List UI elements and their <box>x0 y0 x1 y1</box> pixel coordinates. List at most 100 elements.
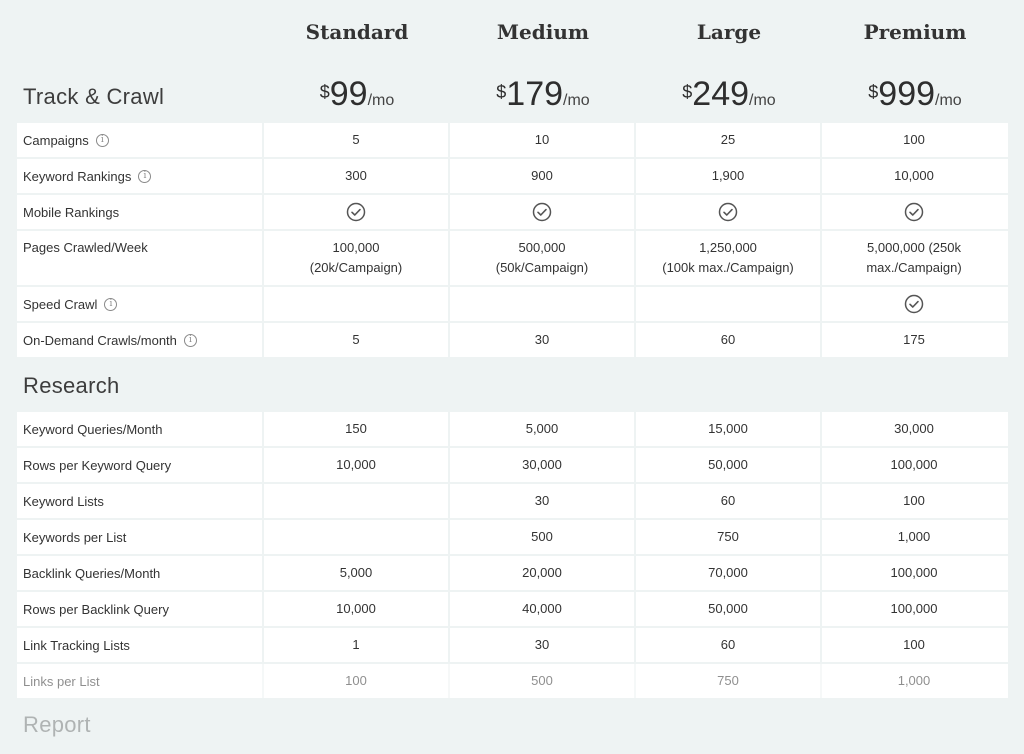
row-label: Links per List <box>17 664 264 698</box>
cell-line: (50k/Campaign) <box>495 260 589 275</box>
row-label-text: Pages Crawled/Week <box>23 240 148 255</box>
currency-symbol: $ <box>319 82 330 102</box>
row-label: Link Tracking Lists <box>17 628 264 662</box>
cell-value: 30 <box>450 323 636 357</box>
cell-line: (20k/Campaign) <box>309 260 403 275</box>
check-circle-icon <box>904 202 924 222</box>
cell-value: 60 <box>636 484 822 518</box>
plan-name: Medium <box>496 20 590 44</box>
cell-value <box>264 520 450 554</box>
row-label: Keyword Queries/Month <box>17 412 264 446</box>
table-row: Keywords per List 500 750 1,000 <box>17 520 1008 556</box>
row-label: Backlink Queries/Month <box>17 556 264 590</box>
table-row: On-Demand Crawls/month i 5 30 60 175 <box>17 323 1008 357</box>
row-label: Rows per Backlink Query <box>17 592 264 626</box>
info-icon[interactable]: i <box>138 169 152 183</box>
cell-value: 150 <box>264 412 450 446</box>
row-label-text: On-Demand Crawls/month <box>23 332 177 348</box>
table-row: Mobile Rankings <box>17 195 1008 231</box>
row-label: Rows per Keyword Query <box>17 448 264 482</box>
price-period: /mo <box>749 92 776 109</box>
plan-price: $999/mo <box>822 74 1008 114</box>
info-icon[interactable]: i <box>95 133 109 147</box>
currency-symbol: $ <box>682 82 693 102</box>
cell-value: 300 <box>264 159 450 193</box>
row-label-text: Speed Crawl <box>23 296 98 312</box>
price-period: /mo <box>563 92 590 109</box>
plan-premium: Premium $999/mo <box>822 18 1008 114</box>
table-row: Keyword Lists 30 60 100 <box>17 484 1008 520</box>
cell-value: 100 <box>264 664 450 698</box>
row-label: Campaigns i <box>17 123 264 157</box>
row-label: Speed Crawl i <box>17 287 264 321</box>
info-icon[interactable]: i <box>183 333 197 347</box>
cell-value: 500,000 (50k/Campaign) <box>450 231 636 285</box>
plan-medium: Medium $179/mo <box>450 18 636 114</box>
cell-value: 60 <box>636 628 822 662</box>
cell-value: 900 <box>450 159 636 193</box>
row-label-text: Mobile Rankings <box>23 204 120 220</box>
row-label-text: Campaigns <box>23 132 89 148</box>
price-amount: 999 <box>878 75 936 113</box>
cell-value: 100,000 <box>890 457 938 472</box>
cell-value <box>636 195 822 229</box>
cell-value <box>822 287 1006 321</box>
check-circle-icon <box>532 202 552 222</box>
section-title-track-crawl: Track & Crawl <box>23 84 165 109</box>
cell-value: 30,000 <box>894 421 934 436</box>
track-crawl-table: Campaigns i 5 10 25 100 Keyword Rankings i… <box>17 123 1008 357</box>
table-row: Rows per Backlink Query 10,000 40,000 50… <box>17 592 1008 628</box>
cell-value: 10,000 <box>264 448 450 482</box>
cell-value: 1,000 <box>897 529 931 544</box>
research-table: Keyword Queries/Month 150 5,000 15,000 3… <box>17 412 1008 698</box>
table-row: Backlink Queries/Month 5,000 20,000 70,0… <box>17 556 1008 592</box>
cell-value: 10,000 <box>264 592 450 626</box>
table-row: Keyword Queries/Month 150 5,000 15,000 3… <box>17 412 1008 448</box>
cell-value: 500 <box>450 664 636 698</box>
cell-value: 1,000 <box>897 673 931 688</box>
cell-value: 20,000 <box>450 556 636 590</box>
info-icon[interactable]: i <box>104 297 118 311</box>
price-period: /mo <box>367 92 395 109</box>
cell-value <box>450 287 636 321</box>
section-title-research: Research <box>23 373 120 398</box>
cell-value: 10 <box>450 123 636 157</box>
table-row: Rows per Keyword Query 10,000 30,000 50,… <box>17 448 1008 484</box>
table-row: Link Tracking Lists 1 30 60 100 <box>17 628 1008 664</box>
table-row: Keyword Rankings i 300 900 1,900 10,000 <box>17 159 1008 195</box>
currency-symbol: $ <box>868 82 879 102</box>
row-label: Pages Crawled/Week <box>17 231 264 285</box>
cell-value: 60 <box>636 323 822 357</box>
currency-symbol: $ <box>496 82 507 102</box>
price-amount: 99 <box>329 75 368 113</box>
plan-price: $99/mo <box>264 74 450 114</box>
cell-line: (100k max./Campaign) <box>662 260 794 275</box>
plan-standard: Standard $99/mo <box>264 18 450 114</box>
cell-value: 100 <box>903 637 925 652</box>
cell-value: 5,000,000 (250k max./Campaign) <box>822 231 1006 285</box>
price-amount: 179 <box>506 75 564 113</box>
cell-line: 500,000 <box>518 240 566 255</box>
section-title-report: Report <box>23 712 91 737</box>
row-label: Keywords per List <box>17 520 264 554</box>
plan-large: Large $249/mo <box>636 18 822 114</box>
cell-value: 10,000 <box>894 168 934 183</box>
price-period: /mo <box>935 92 962 109</box>
table-row: Campaigns i 5 10 25 100 <box>17 123 1008 159</box>
cell-value: 40,000 <box>450 592 636 626</box>
cell-value: 750 <box>636 664 822 698</box>
cell-line: 100,000 <box>332 240 380 255</box>
cell-value: 1,250,000 (100k max./Campaign) <box>636 231 822 285</box>
cell-value <box>636 287 822 321</box>
cell-value: 5 <box>264 323 450 357</box>
check-circle-icon <box>718 202 738 222</box>
cell-value: 30 <box>450 484 636 518</box>
cell-value: 500 <box>450 520 636 554</box>
table-row: Pages Crawled/Week 100,000 (20k/Campaign)… <box>17 231 1008 287</box>
row-label-text: Keyword Rankings <box>23 168 132 184</box>
cell-value: 100,000 <box>890 601 938 616</box>
table-row: Links per List 100 500 750 1,000 <box>17 664 1008 698</box>
cell-line: 5,000,000 (250k <box>867 240 961 255</box>
cell-value: 50,000 <box>636 448 822 482</box>
cell-value <box>264 287 450 321</box>
